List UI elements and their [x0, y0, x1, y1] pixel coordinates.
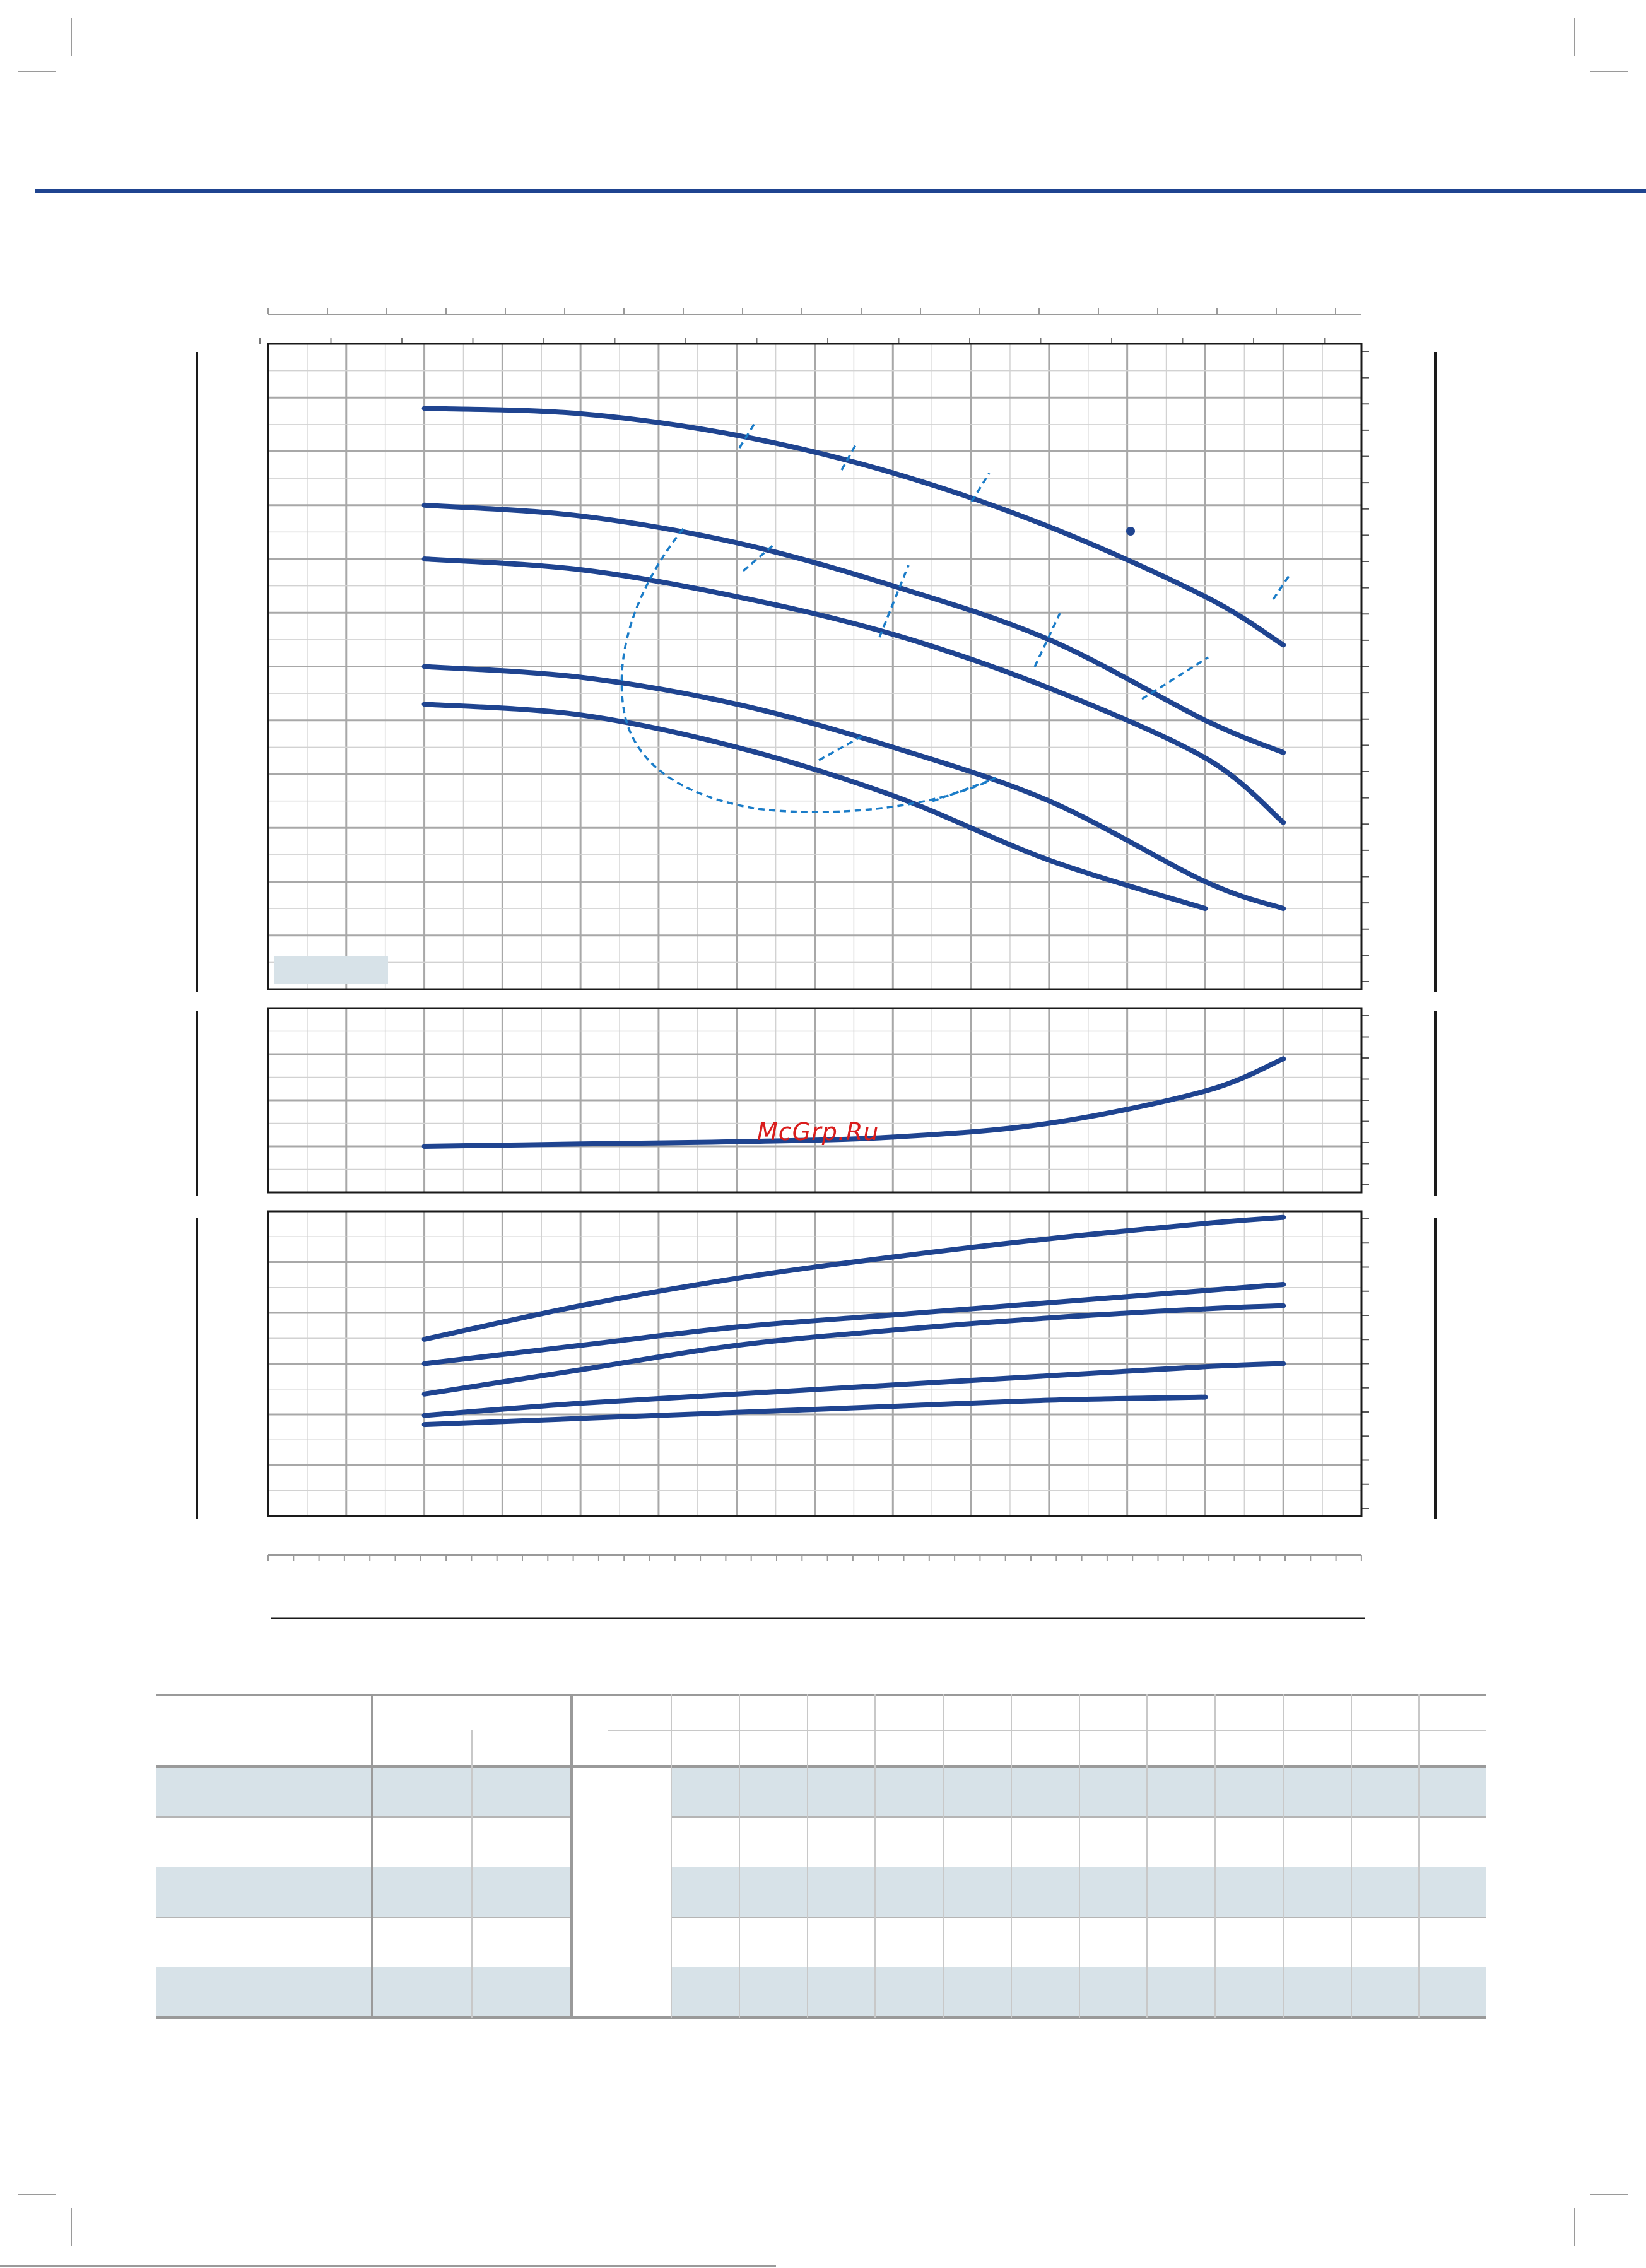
- head-curve-3: [421, 556, 1286, 825]
- watermark: McGrp.Ru: [757, 1118, 879, 1146]
- crop-mark-bottom-left-vertical: [71, 2208, 72, 2246]
- head-curve-5: [421, 702, 1208, 912]
- panel-frame: [267, 1210, 1363, 1517]
- power-curve-4: [421, 1361, 1286, 1418]
- crop-mark-top-left-horizontal: [18, 71, 56, 72]
- head-curve-1: [421, 406, 1286, 648]
- head-curve-2: [421, 502, 1286, 755]
- efficiency-tick: [738, 421, 757, 449]
- efficiency-tick: [970, 473, 991, 502]
- power-curve-3: [421, 1303, 1286, 1397]
- efficiency-tick: [818, 734, 865, 761]
- efficiency-contour: [620, 527, 997, 813]
- power-curve-1: [421, 1214, 1286, 1342]
- power-curve-5: [421, 1394, 1208, 1428]
- header-rule: [35, 189, 1646, 193]
- panel-frame: [267, 1007, 1363, 1194]
- crop-mark-bottom-left-horizontal: [18, 2194, 56, 2195]
- crop-mark-bottom-right-vertical: [1574, 2208, 1575, 2246]
- legend-swatch: [274, 956, 388, 984]
- efficiency-tick: [1141, 656, 1209, 700]
- efficiency-tick: [878, 565, 910, 638]
- efficiency-tick: [840, 442, 858, 471]
- efficiency-tick: [742, 543, 776, 572]
- panel-frame: [267, 343, 1363, 990]
- npsh-curve-1: [421, 1056, 1286, 1149]
- head-curve-4: [421, 664, 1286, 912]
- footer-rule: [0, 2265, 776, 2267]
- efficiency-tick: [1272, 573, 1291, 600]
- duty-point-marker: [1126, 527, 1135, 536]
- power-curve-2: [421, 1281, 1286, 1366]
- crop-mark-top-right-vertical: [1574, 18, 1575, 56]
- efficiency-tick: [932, 778, 994, 802]
- crop-mark-bottom-right-horizontal: [1590, 2194, 1628, 2195]
- crop-mark-top-right-horizontal: [1590, 71, 1628, 72]
- crop-mark-top-left-vertical: [71, 18, 72, 56]
